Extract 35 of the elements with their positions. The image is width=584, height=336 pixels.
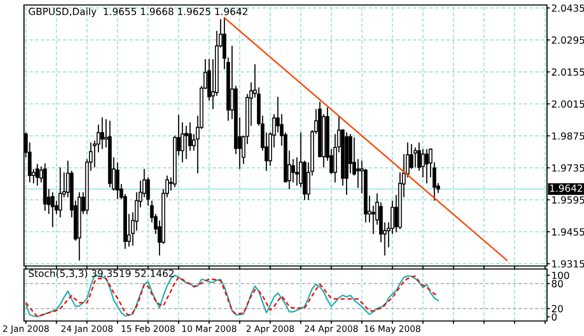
candlestick xyxy=(356,158,360,188)
candlestick xyxy=(184,125,188,160)
candlestick xyxy=(371,205,376,235)
chart-title: Stoch(5,3,3) 39.3519 52.1462 xyxy=(28,270,174,278)
candlestick xyxy=(58,166,62,218)
x-tick-label: 24 Jan 2008 xyxy=(61,325,113,334)
y-tick-label: 2.0015 xyxy=(552,100,584,108)
y-tick-label: 2.0435 xyxy=(552,4,584,12)
y-tick-label: 2.0295 xyxy=(552,36,584,44)
x-tick-label: 2 Jan 2008 xyxy=(3,325,49,334)
y-tick-label: 1.9455 xyxy=(552,228,584,236)
candlestick xyxy=(36,163,40,186)
chart-title: GBPUSD,Daily 1.9655 1.9668 1.9625 1.9642 xyxy=(28,8,248,18)
candlestick xyxy=(291,158,295,183)
y-tick-label: 0 xyxy=(552,313,557,321)
candlestick xyxy=(295,156,299,186)
y-tick-label: 1.9595 xyxy=(552,196,584,204)
candlestick xyxy=(424,148,429,184)
y-tick-label: 1.9875 xyxy=(552,132,584,140)
x-tick-label: 16 May 2008 xyxy=(364,325,420,334)
candlestick xyxy=(100,116,104,150)
y-tick-label: 80 xyxy=(552,280,563,288)
x-tick-label: 2 Apr 2008 xyxy=(246,325,294,334)
y-tick-label: 2.0155 xyxy=(552,68,584,76)
y-tick-label: 1.9735 xyxy=(552,164,584,172)
y-tick-label: 100 xyxy=(552,272,570,280)
x-tick-label: 15 Feb 2008 xyxy=(122,325,175,332)
y-tick-label: 1.9315 xyxy=(552,260,584,268)
ref-line-label: 1.9642 xyxy=(550,184,582,192)
candlestick xyxy=(413,146,418,168)
y-tick-label: 20 xyxy=(552,305,563,312)
candlestick xyxy=(116,162,120,200)
candlestick xyxy=(50,192,54,228)
x-tick-label: 10 Mar 2008 xyxy=(182,325,236,332)
x-tick-label: 24 Apr 2008 xyxy=(304,325,358,334)
